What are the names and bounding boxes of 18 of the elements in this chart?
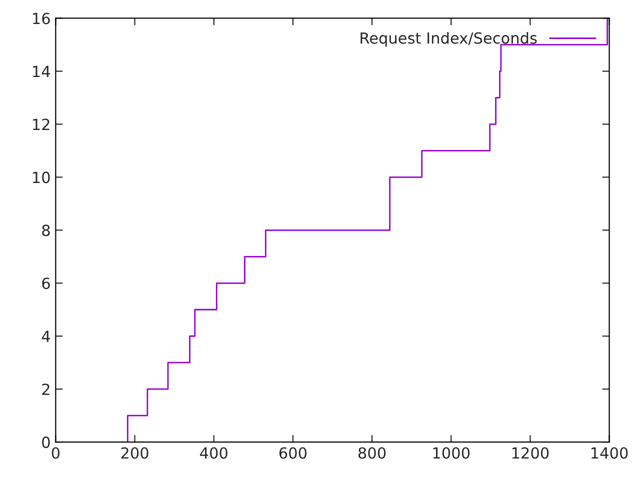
y-tick-label: 0 — [42, 436, 50, 448]
y-tick-label: 16 — [33, 12, 50, 24]
x-tick-label: 0 — [52, 447, 60, 459]
y-tick-label: 14 — [33, 66, 50, 78]
x-tick-label: 400 — [200, 447, 228, 459]
y-tick-label: 2 — [42, 384, 50, 395]
x-tick-label: 200 — [121, 447, 148, 459]
y-tick-label: 10 — [33, 172, 50, 184]
y-tick-label: 8 — [42, 224, 50, 236]
y-tick-label: 6 — [42, 278, 50, 290]
x-tick-label: 1200 — [512, 447, 549, 459]
legend-label: Request Index/Seconds — [360, 32, 537, 47]
x-tick-label: 600 — [279, 447, 307, 459]
x-tick-label: 800 — [358, 447, 386, 459]
y-tick-label: 4 — [42, 330, 50, 342]
x-tick-label: 1000 — [433, 447, 470, 459]
y-tick-label: 12 — [33, 118, 50, 130]
x-tick-label: 1400 — [592, 447, 628, 459]
